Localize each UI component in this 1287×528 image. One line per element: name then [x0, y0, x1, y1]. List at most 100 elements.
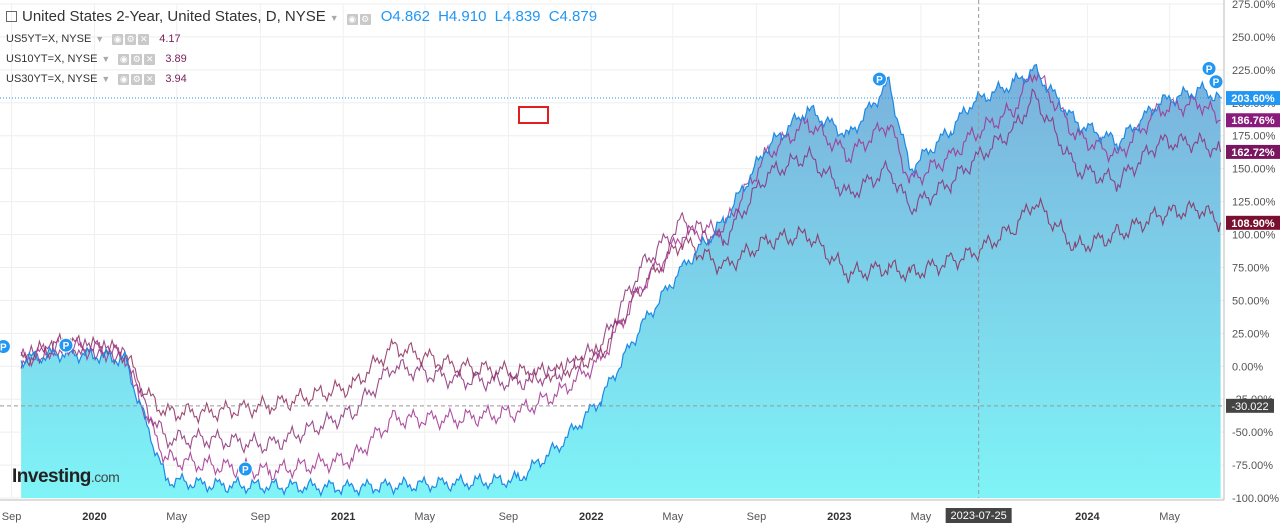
p-marker-label: P — [876, 75, 883, 86]
p-marker-icon — [1208, 74, 1224, 90]
last-value-badge — [1226, 113, 1280, 128]
crosshair-y-badge — [1226, 398, 1274, 413]
p-marker-icon — [237, 461, 253, 477]
comparison-label: US30YT=X, NYSE — [6, 73, 98, 85]
p-marker-label: P — [63, 341, 70, 352]
p-marker-icon — [1201, 61, 1217, 77]
eye-icon[interactable]: ◉ — [118, 54, 130, 66]
x-tick-label: 2021 — [331, 511, 355, 523]
x-tick-label: May — [1159, 511, 1180, 523]
y-tick-label: -75.00% — [1232, 460, 1273, 472]
logo-suffix: .com — [90, 469, 120, 485]
y-tick-label: -50.00% — [1232, 427, 1273, 439]
series-tools[interactable]: ◉ ⚙ ✕ — [118, 53, 157, 66]
series-lines — [20, 63, 1222, 498]
last-value-badge-label: 162.72% — [1231, 147, 1275, 159]
p-marker-icon — [0, 339, 11, 355]
y-tick-label: 275.00% — [1232, 0, 1276, 11]
comparison-us5y: US5YT=X, NYSE ▼ ◉ ⚙ ✕ 4.17 — [6, 33, 181, 46]
comparison-label: US5YT=X, NYSE — [6, 33, 92, 45]
y-tick-label: 75.00% — [1232, 262, 1270, 274]
y-tick-label: 50.00% — [1232, 295, 1270, 307]
close-value: C4.879 — [548, 8, 598, 25]
chevron-down-icon[interactable]: ▼ — [101, 74, 111, 84]
p-marker-label: P — [0, 343, 7, 354]
x-tick-label: May — [414, 511, 435, 523]
p-marker-icon — [58, 337, 74, 353]
last-value-badge — [1226, 144, 1280, 159]
x-tick-label: Sep — [2, 511, 22, 523]
comparison-value: 3.89 — [165, 53, 187, 65]
low-value: L4.839 — [494, 8, 541, 25]
x-tick-label: 2020 — [82, 511, 106, 523]
series-line-us2y — [20, 63, 1222, 498]
open-value: O4.862 — [380, 8, 430, 25]
y-tick-label: 175.00% — [1232, 131, 1276, 143]
comparison-value: 4.17 — [159, 33, 181, 45]
y-tick-label: 125.00% — [1232, 197, 1276, 209]
y-tick-label: 0.00% — [1232, 361, 1263, 373]
y-tick-label: 150.00% — [1232, 164, 1276, 176]
comparison-value: 3.94 — [165, 73, 187, 85]
last-value-badge-label: 108.90% — [1231, 218, 1275, 230]
series-line-us10y — [20, 88, 1222, 455]
series-tools[interactable]: ◉ ⚙ ✕ — [112, 33, 151, 46]
chevron-down-icon[interactable]: ▼ — [101, 54, 111, 64]
y-tick-label: -100.00% — [1232, 493, 1279, 505]
p-marker-label: P — [242, 465, 249, 476]
series-line-us5y — [20, 71, 1221, 481]
x-tick-label: May — [166, 511, 187, 523]
gear-icon[interactable]: ⚙ — [125, 34, 137, 46]
gear-icon[interactable]: ⚙ — [131, 54, 143, 66]
p-marker-icon — [871, 71, 887, 87]
chart-title: United States 2-Year, United States, D, … — [22, 8, 326, 25]
close-icon[interactable]: ✕ — [144, 54, 156, 66]
y-tick-label: 225.00% — [1232, 65, 1276, 77]
x-tick-label: Sep — [747, 511, 767, 523]
comparison-us30y: US30YT=X, NYSE ▼ ◉ ⚙ ✕ 3.94 — [6, 73, 187, 86]
investing-logo: Investing.com — [12, 466, 120, 488]
chevron-down-icon[interactable]: ▼ — [329, 13, 339, 23]
x-tick-label: Sep — [499, 511, 519, 523]
crosshair-y-label: -30.022 — [1231, 401, 1268, 413]
p-marker-label: P — [1213, 78, 1220, 89]
chart-header: United States 2-Year, United States, D, … — [6, 8, 597, 26]
selection-box[interactable] — [518, 106, 549, 124]
crosshair-x-label: 2023-07-25 — [951, 510, 1007, 522]
comparison-us10y: US10YT=X, NYSE ▼ ◉ ⚙ ✕ 3.89 — [6, 53, 187, 66]
close-icon[interactable]: ✕ — [138, 34, 150, 46]
last-value-badge — [1226, 215, 1280, 230]
y-tick-label: 100.00% — [1232, 230, 1276, 242]
collapse-icon[interactable] — [6, 10, 17, 22]
last-value-badge-label: 203.60% — [1231, 93, 1275, 105]
last-value-badge-label: 186.76% — [1231, 115, 1275, 127]
x-tick-label: Sep — [251, 511, 271, 523]
eye-icon[interactable]: ◉ — [112, 34, 124, 46]
x-tick-label: May — [662, 511, 683, 523]
x-tick-label: 2023 — [827, 511, 851, 523]
x-tick-label: 2024 — [1075, 511, 1100, 523]
series-area — [21, 64, 1221, 498]
y-tick-label: 25.00% — [1232, 328, 1270, 340]
y-tick-label: 250.00% — [1232, 32, 1276, 44]
series-tools[interactable]: ◉ ⚙ ✕ — [118, 73, 157, 86]
eye-icon[interactable]: ◉ — [118, 74, 130, 86]
x-tick-label: May — [910, 511, 931, 523]
logo-text: Investing — [12, 466, 91, 487]
comparison-label: US10YT=X, NYSE — [6, 53, 98, 65]
x-tick-label: 2022 — [579, 511, 603, 523]
gear-icon[interactable]: ⚙ — [131, 74, 143, 86]
p-marker-label: P — [1206, 65, 1213, 76]
crosshair-x-badge — [945, 508, 1012, 523]
series-line-us30y — [20, 196, 1222, 425]
eye-icon[interactable]: ◉ — [346, 13, 358, 25]
chevron-down-icon[interactable]: ▼ — [95, 34, 105, 44]
close-icon[interactable]: ✕ — [144, 74, 156, 86]
series-tools[interactable]: ◉ ⚙ — [346, 9, 373, 26]
last-value-badge — [1226, 91, 1280, 106]
series-area-us2y — [21, 64, 1221, 498]
gear-icon[interactable]: ⚙ — [359, 13, 371, 25]
high-value: H4.910 — [438, 8, 487, 25]
